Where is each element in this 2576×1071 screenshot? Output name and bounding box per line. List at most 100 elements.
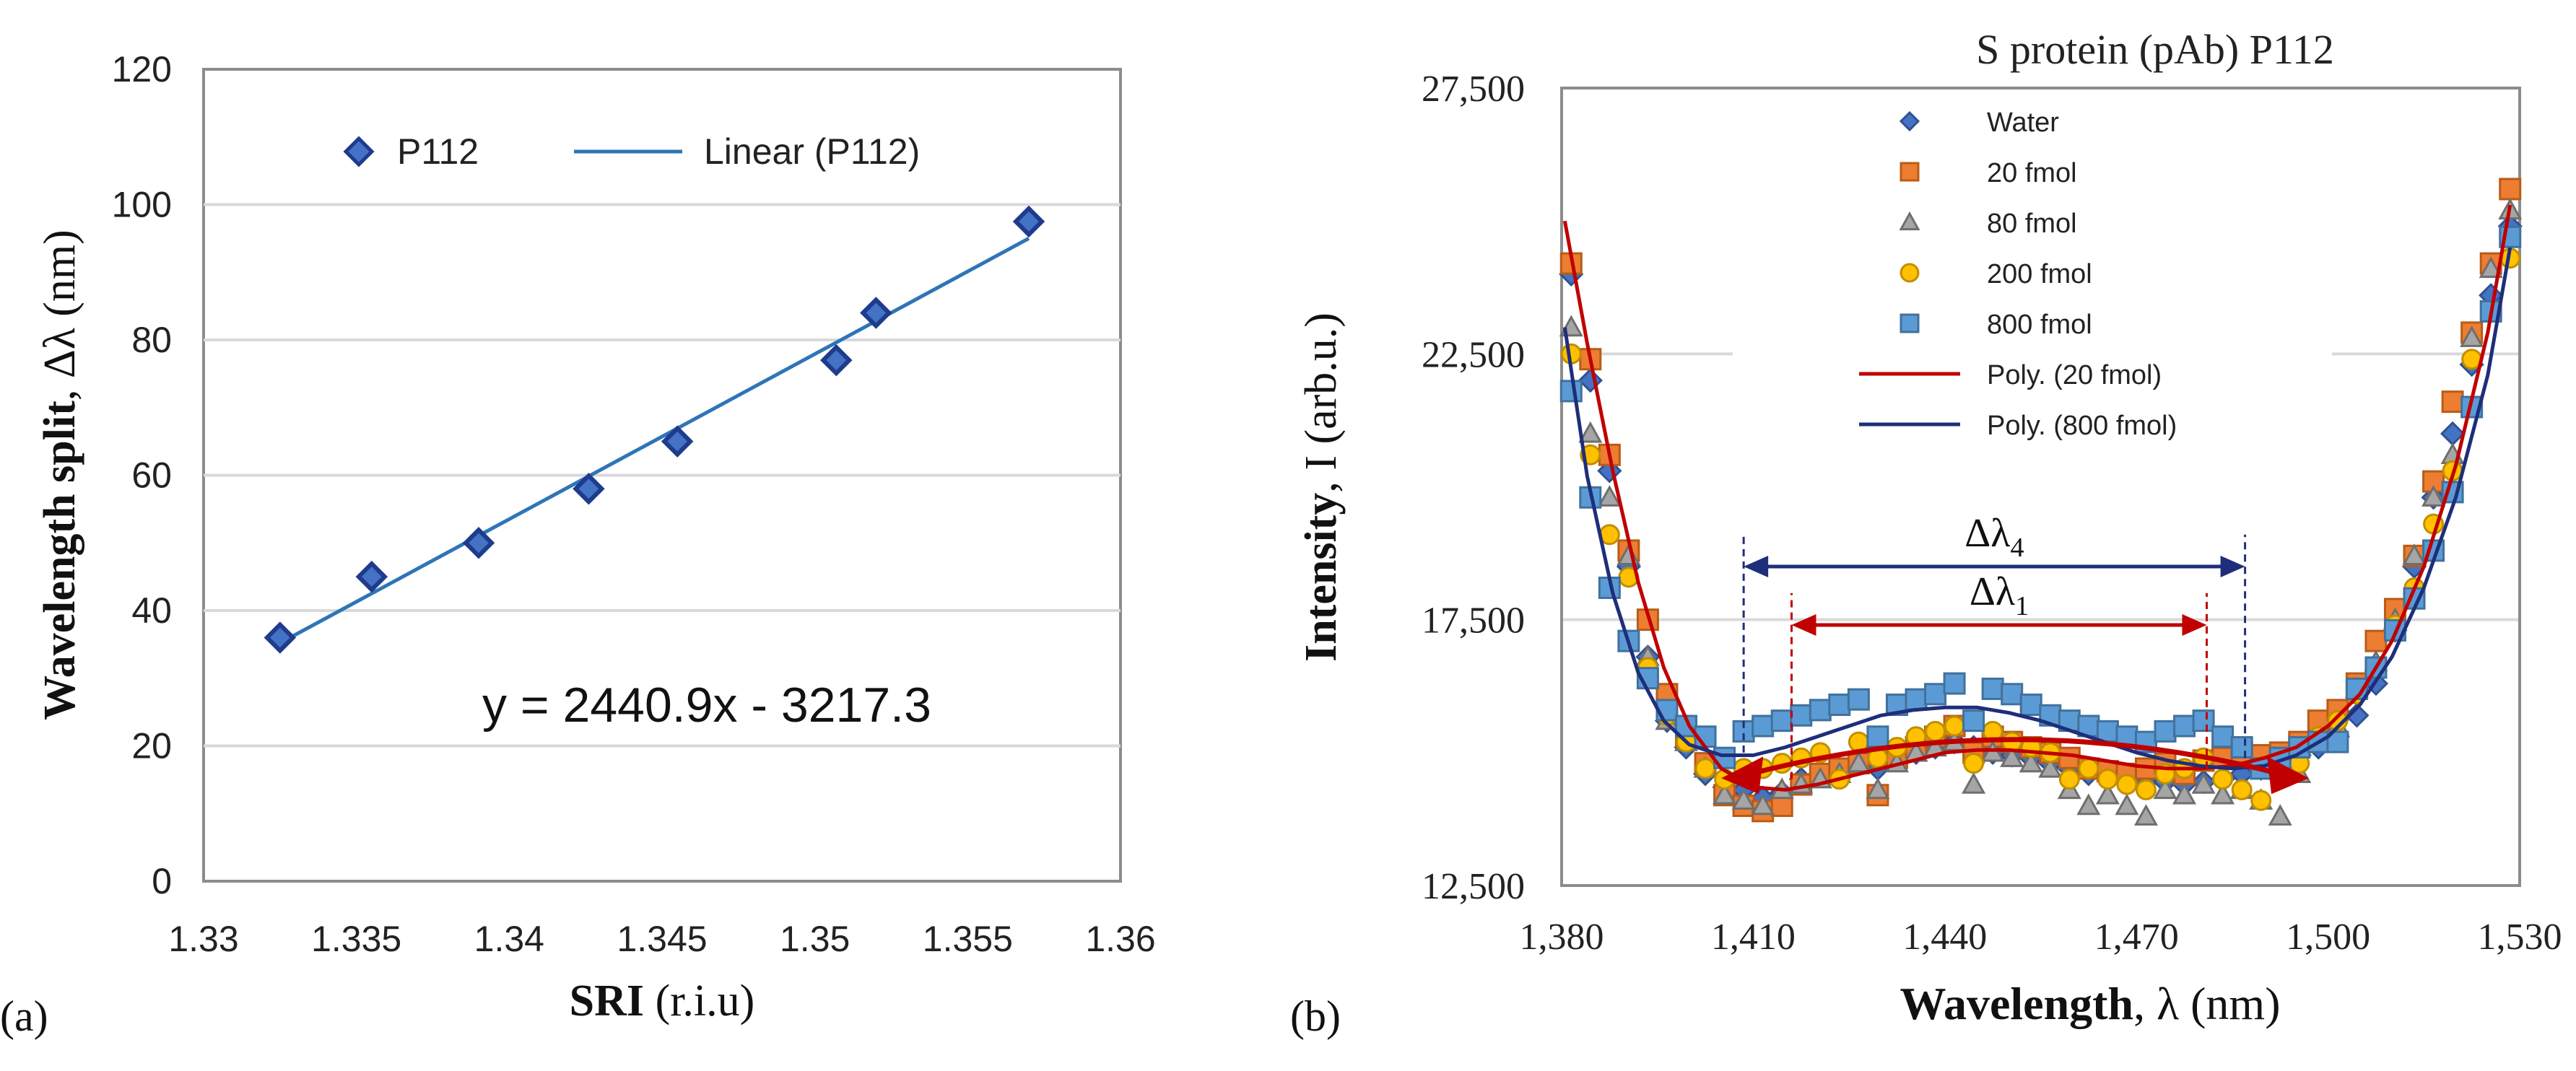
panel-a-x-axis-label-rest: (r.i.u): [644, 976, 754, 1026]
panel-a-x-tick-label: 1.36: [1085, 919, 1155, 959]
panel-a-x-tick-labels: 1.33 1.335 1.34 1.345 1.35 1.355 1.36: [168, 919, 1155, 959]
panel-b-data-point: [2192, 709, 2215, 733]
panel-b-x-axis-label-rest: , λ (nm): [2133, 978, 2280, 1029]
panel-b-data-point: [2499, 178, 2522, 201]
panel-b-data-point: [1962, 771, 1986, 794]
panel-b-legend-marker: [1899, 110, 1920, 132]
panel-b-legend-label: 800 fmol: [1987, 310, 2092, 340]
panel-b-legend-marker: [1900, 263, 1920, 283]
panel-a-data-point: [820, 344, 853, 377]
panel-b-delta-lambda-1-arrow-label-sub: 1: [2015, 591, 2029, 621]
panel-b-y-tick-label: 22,500: [1422, 334, 1525, 375]
panel-b-legend-background: [1733, 101, 2332, 455]
panel-b-data-point: [2097, 769, 2118, 790]
panel-b-data-point: [2421, 485, 2446, 507]
panel-b-legend-label: Poly. (20 fmol): [1987, 360, 2162, 390]
panel-b-data-point: [2172, 782, 2197, 805]
panel-a-x-tick-label: 1.335: [311, 919, 401, 959]
panel-a-x-axis-label: SRI (r.i.u): [570, 976, 755, 1026]
panel-b-legend-marker: [1900, 162, 1920, 182]
panel-a-y-tick-label: 100: [112, 185, 172, 225]
panel-b-data-point: [1578, 421, 1603, 443]
panel-b-data-point: [1925, 720, 1946, 742]
panel-b-data-point: [2078, 758, 2099, 779]
panel-b-y-tick-labels: 12,500 17,500 22,500 27,500: [1422, 69, 1525, 907]
panel-b-delta-lambda-4-arrow-left-head: [1744, 556, 1769, 577]
panel-b-data-point: [2268, 804, 2292, 826]
panel-b-delta-lambda-1-arrow-label-main: Δλ: [1970, 569, 2015, 614]
panel-b-data-point: [2364, 629, 2388, 652]
panel-a-x-tick-label: 1.33: [168, 919, 238, 959]
panel-a-y-tick-label: 0: [152, 861, 172, 901]
panel-b-delta-lambda-4-arrow-label: Δλ4: [1964, 511, 2024, 563]
panel-b-data-point: [1770, 709, 1793, 733]
panel-b-data-point: [2095, 782, 2120, 805]
panel-b-data-point: [1846, 751, 1871, 773]
panel-b-data-point: [2154, 720, 2177, 743]
panel-a-gridlines: [204, 203, 1121, 748]
panel-b-data-point: [2460, 325, 2484, 347]
panel-b-data-point: [2191, 771, 2216, 794]
panel-b-legend-label: Poly. (800 fmol): [1987, 411, 2177, 441]
panel-b-x-tick-label: 1,500: [2286, 917, 2370, 958]
panel-b-legend-marker: [1900, 313, 1920, 333]
panel-b-data-point: [2135, 779, 2157, 800]
panel-a-equation: y = 2440.9x - 3217.3: [482, 678, 931, 733]
panel-a-data-point: [462, 527, 495, 559]
panel-b-legend-label: Water: [1987, 108, 2059, 138]
panel-b-data-point: [2153, 777, 2177, 800]
panel-b-x-tick-label: 1,440: [1902, 917, 1987, 958]
panel-b-curved-arrow-right-head: [2267, 756, 2310, 795]
panel-b-frame: [1560, 87, 2521, 887]
panel-b-delta-lambda-4-arrow-right-head: [2220, 556, 2245, 577]
panel-b-data-point: [2441, 390, 2464, 414]
panel-a-y-tick-label: 20: [131, 726, 172, 766]
panel-a-y-tick-label: 40: [131, 590, 172, 631]
panel-a-y-axis-label-bold: Wavelength split: [35, 401, 84, 720]
panel-b-y-tick-label: 17,500: [1422, 600, 1525, 642]
panel-a-data-point: [355, 560, 388, 593]
panel-a-x-tick-label: 1.345: [617, 919, 707, 959]
panel-a-data-point: [661, 425, 694, 458]
panel-b-legend-marker: [1899, 211, 1920, 231]
panel-b-data-point: [1905, 688, 1928, 711]
panel-a-y-tick-label: 80: [131, 320, 172, 360]
panel-b-chart: S protein (pAb) P112 12,500 17,500 22,500 2…: [1290, 26, 2562, 1040]
panel-b-delta-lambda-1-arrow-left-head: [1791, 614, 1816, 637]
panel-b-delta-lambda-1-arrow-label: Δλ1: [1970, 569, 2029, 621]
panel-a-y-axis-label: Wavelength split, Δλ (nm): [35, 230, 84, 720]
panel-b-data-point: [2211, 725, 2235, 748]
panel-a-y-tick-labels: 0 20 40 60 80 100 120: [112, 49, 172, 901]
panel-b-data-point: [2211, 782, 2235, 805]
panel-a-trendline-group: [279, 237, 1030, 645]
panel-b-data-point: [1963, 753, 1985, 774]
panel-b-data-point: [1847, 688, 1870, 711]
panel-b-poly-curve: [1562, 247, 2512, 771]
panel-b-data-point: [1752, 714, 1775, 738]
panel-b-data-point: [1943, 672, 1966, 695]
panel-a-data-point: [1012, 205, 1045, 238]
panel-b-data-point: [1944, 715, 1965, 737]
panel-b-x-tick-label: 1,470: [2094, 917, 2179, 958]
panel-b-data-point: [2116, 774, 2138, 795]
panel-b-data-point: [1579, 486, 1602, 509]
panel-b-data-point: [1828, 694, 1851, 717]
panel-b-data-point: [2019, 694, 2042, 717]
panel-b-x-tick-labels: 1,380 1,410 1,440 1,470 1,500 1,530: [1520, 917, 2562, 958]
panel-b-delta-lambda-4-arrow-label-main: Δλ: [1964, 511, 2010, 556]
panel-b-data-point: [1713, 782, 1737, 805]
panel-b-data-point: [1770, 795, 1793, 817]
panel-b-data-point: [2000, 746, 2024, 767]
panel-b-data-point: [2019, 751, 2043, 773]
panel-a-x-tick-label: 1.355: [923, 919, 1013, 959]
panel-b-x-tick-label: 1,530: [2478, 917, 2562, 958]
panel-a-x-axis-label-bold: SRI: [570, 976, 644, 1026]
panel-b-data-point: [2230, 735, 2253, 759]
panel-b-data-point: [2212, 769, 2234, 790]
panel-b-data-point: [2001, 683, 2024, 706]
panel-b-x-tick-label: 1,380: [1520, 917, 1604, 958]
panel-b-data-point: [2038, 756, 2063, 778]
panel-b-data-point: [2250, 790, 2272, 811]
panel-a-data-point: [264, 621, 297, 654]
